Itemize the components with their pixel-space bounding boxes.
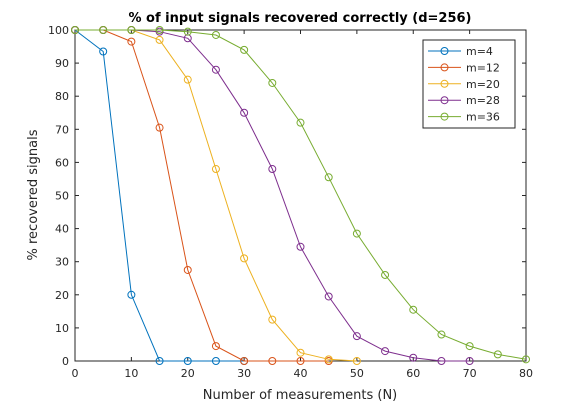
data-point xyxy=(211,30,220,39)
data-point xyxy=(127,26,136,34)
legend-marker xyxy=(440,63,449,72)
legend-item: m=28 xyxy=(428,94,500,107)
legend-marker xyxy=(440,112,449,121)
data-point xyxy=(352,229,361,238)
legend-item: m=4 xyxy=(428,45,493,58)
data-point xyxy=(127,37,136,46)
legend-item: m=12 xyxy=(428,61,500,74)
data-point xyxy=(155,123,164,132)
data-point xyxy=(155,26,164,34)
x-tick-label: 50 xyxy=(350,367,364,380)
y-tick-label: 50 xyxy=(55,190,69,203)
series-line xyxy=(75,29,470,362)
data-point xyxy=(437,357,446,365)
series-layer xyxy=(71,26,530,365)
legend: m=4 m=12 m=20 m=28 m=36 xyxy=(422,39,516,129)
data-point xyxy=(409,353,418,362)
data-point xyxy=(155,357,164,365)
data-point xyxy=(409,305,418,314)
x-tick-label: 80 xyxy=(519,367,533,380)
data-point xyxy=(296,357,305,365)
legend-item: m=20 xyxy=(428,78,500,91)
y-tick-label: 10 xyxy=(55,322,69,335)
data-point xyxy=(296,348,305,357)
legend-marker xyxy=(440,47,449,55)
data-point xyxy=(522,355,530,364)
series-m-36 xyxy=(71,26,530,364)
data-point xyxy=(240,108,249,117)
data-point xyxy=(352,357,361,365)
legend-label: m=4 xyxy=(466,45,493,58)
x-axis-ticks: 0 10 20 30 40 50 60 70 80 xyxy=(72,30,533,380)
data-point xyxy=(296,242,305,251)
data-point xyxy=(211,65,220,74)
y-tick-label: 0 xyxy=(62,355,69,368)
y-tick-label: 40 xyxy=(55,223,69,236)
x-tick-label: 70 xyxy=(463,367,477,380)
data-point xyxy=(71,26,79,34)
legend-label: m=36 xyxy=(466,111,500,124)
data-point xyxy=(381,347,390,356)
legend-label: m=28 xyxy=(466,94,500,107)
data-point xyxy=(465,342,474,351)
y-tick-label: 20 xyxy=(55,289,69,302)
y-tick-label: 80 xyxy=(55,90,69,103)
y-axis-label: % recovered signals xyxy=(26,129,41,260)
data-point xyxy=(296,118,305,127)
x-tick-label: 30 xyxy=(237,367,251,380)
data-point xyxy=(240,254,249,263)
x-tick-label: 20 xyxy=(181,367,195,380)
data-point xyxy=(183,27,192,36)
data-point xyxy=(268,78,277,87)
data-point xyxy=(437,330,446,339)
chart-title: % of input signals recovered correctly (… xyxy=(128,11,471,26)
data-point xyxy=(99,26,108,34)
x-tick-label: 40 xyxy=(294,367,308,380)
legend-item: m=36 xyxy=(428,111,500,124)
data-point xyxy=(183,357,192,365)
data-point xyxy=(381,270,390,279)
data-point xyxy=(155,35,164,44)
data-point xyxy=(183,265,192,274)
y-tick-label: 100 xyxy=(48,24,69,37)
data-point xyxy=(268,315,277,324)
series-line xyxy=(75,29,329,362)
data-point xyxy=(99,47,108,56)
legend-marker xyxy=(440,96,449,105)
data-point xyxy=(324,173,333,182)
x-tick-label: 0 xyxy=(72,367,79,380)
data-point xyxy=(127,290,136,299)
series-line xyxy=(75,29,527,360)
y-tick-label: 60 xyxy=(55,156,69,169)
y-tick-label: 70 xyxy=(55,123,69,136)
x-axis-label: Number of measurements (N) xyxy=(203,388,398,403)
x-tick-label: 60 xyxy=(406,367,420,380)
data-point xyxy=(465,357,474,365)
data-point xyxy=(352,332,361,341)
data-point xyxy=(211,357,220,365)
legend-label: m=12 xyxy=(466,61,500,74)
data-point xyxy=(324,355,333,364)
x-tick-label: 10 xyxy=(124,367,138,380)
legend-label: m=20 xyxy=(466,78,500,91)
data-point xyxy=(493,350,502,359)
data-point xyxy=(268,357,277,365)
data-point xyxy=(324,292,333,301)
y-tick-label: 90 xyxy=(55,57,69,70)
data-point xyxy=(268,165,277,174)
data-point xyxy=(240,357,249,365)
data-point xyxy=(240,45,249,54)
data-point xyxy=(183,75,192,84)
series-line xyxy=(74,29,245,362)
data-point xyxy=(211,342,220,351)
legend-marker xyxy=(440,79,449,88)
y-tick-label: 30 xyxy=(55,256,69,269)
data-point xyxy=(211,165,220,174)
